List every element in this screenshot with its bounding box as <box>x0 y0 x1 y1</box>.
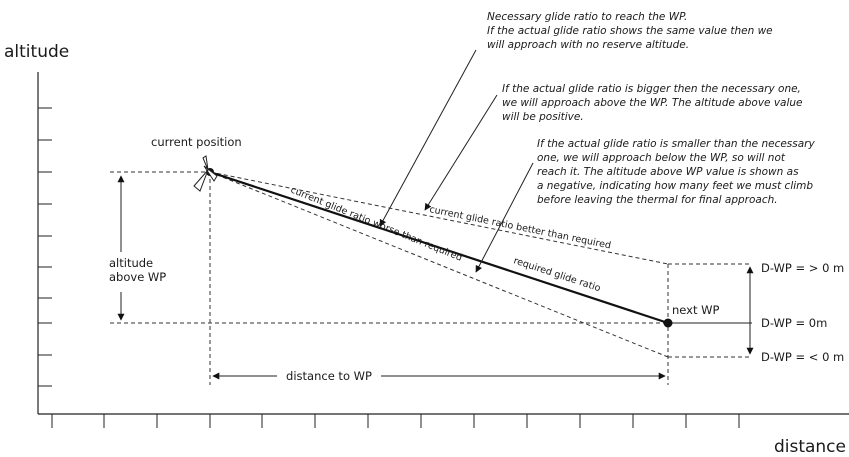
y-ticks <box>38 107 52 387</box>
better-glide-path <box>209 171 669 265</box>
necessary-note-pointer <box>379 49 477 227</box>
note-smaller-line-4: a negative, indicating how many feet we … <box>537 180 813 192</box>
glider-icon <box>193 155 218 192</box>
next-wp-label: next WP <box>672 303 720 317</box>
altitude-above-wp-label-2: above WP <box>109 270 166 284</box>
note-bigger-line-2: we will approach above the WP. The altit… <box>502 97 803 109</box>
note-necessary-line-1: Necessary glide ratio to reach the WP. <box>487 11 687 23</box>
note-smaller-line-5: before leaving the thermal for final app… <box>537 194 778 206</box>
note-necessary-line-3: will approach with no reserve altitude. <box>487 39 689 51</box>
x-ticks <box>51 414 740 428</box>
note-smaller-line-3: reach it. The altitude above WP value is… <box>537 166 799 178</box>
note-smaller-line-2: one, we will approach below the WP, so w… <box>537 152 786 164</box>
note-smaller: If the actual glide ratio is smaller tha… <box>537 138 815 206</box>
dwp-negative-label: D-WP = < 0 m <box>761 350 844 364</box>
better-glide-label: current glide ratio better than required <box>428 204 611 251</box>
current-position-label: current position <box>151 135 242 149</box>
reference-lines <box>110 171 752 385</box>
distance-to-wp-label: distance to WP <box>286 369 372 383</box>
altitude-label-bg <box>103 252 178 292</box>
next-wp-marker <box>663 318 673 328</box>
dwp-positive-label: D-WP = > 0 m <box>761 261 844 275</box>
y-axis-title: altitude <box>4 42 69 62</box>
worse-glide-label: current glide ratio worse than required <box>289 185 464 264</box>
required-glide-path <box>209 170 669 325</box>
glide-paths <box>209 170 669 358</box>
note-necessary-line-2: If the actual glide ratio shows the same… <box>487 25 773 37</box>
axes: altitude distance <box>4 42 849 457</box>
note-bigger-line-3: will be positive. <box>502 111 584 123</box>
bigger-note-pointer <box>424 94 498 211</box>
note-bigger-line-1: If the actual glide ratio is bigger then… <box>502 83 801 95</box>
worse-glide-path <box>209 171 669 358</box>
note-smaller-line-1: If the actual glide ratio is smaller tha… <box>537 138 815 150</box>
note-bigger: If the actual glide ratio is bigger then… <box>502 83 803 123</box>
note-necessary: Necessary glide ratio to reach the WP. I… <box>487 11 773 51</box>
x-axis-title: distance <box>774 437 846 457</box>
required-glide-label: required glide ratio <box>512 255 602 294</box>
altitude-above-wp-label-1: altitude <box>109 256 153 270</box>
smaller-note-pointer <box>475 162 534 273</box>
dwp-zero-label: D-WP = 0m <box>761 316 827 330</box>
distance-label-bg <box>277 368 381 384</box>
